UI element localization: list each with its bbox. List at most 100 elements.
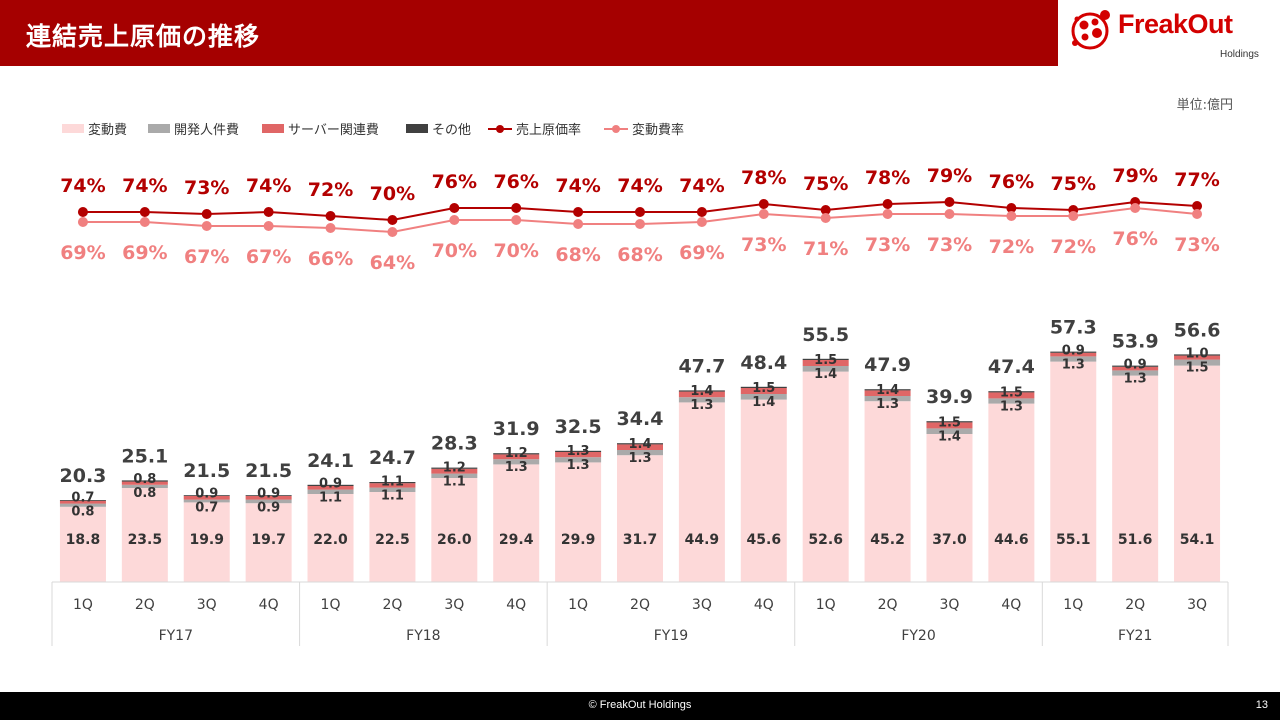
total-label: 21.5 — [183, 460, 230, 482]
bar-segment-3-5 — [369, 482, 416, 484]
bar-segment-2-2 — [183, 496, 230, 500]
line-point-4 — [635, 207, 645, 217]
legend-marker-4 — [496, 125, 504, 133]
x-tick-label: 1Q — [321, 597, 341, 613]
personnel-cost-label: 1.4 — [814, 367, 837, 382]
x-tick-label: 3Q — [197, 597, 217, 613]
line-point-4 — [449, 203, 460, 213]
server-cost-label: 0.9 — [257, 487, 280, 502]
bar-segment-2-10 — [678, 391, 725, 398]
bar-segment-3-8 — [555, 450, 602, 452]
line-point-5 — [696, 217, 707, 227]
bar-segment-0-7 — [493, 464, 540, 582]
rate-label-5: 69% — [679, 242, 724, 264]
legend-swatch-2 — [262, 124, 284, 133]
rate-label-5: 66% — [308, 248, 353, 270]
line-point-5 — [1068, 211, 1079, 221]
x-tick-label: 2Q — [1125, 597, 1145, 613]
bar-segment-1-16 — [1050, 356, 1097, 362]
line-point-4 — [511, 203, 522, 213]
bar-segment-2-3 — [245, 496, 292, 500]
bar-segment-2-0 — [59, 500, 106, 504]
bar-segment-3-11 — [740, 386, 787, 388]
total-label: 56.6 — [1174, 319, 1221, 341]
rate-label-4: 74% — [679, 175, 724, 197]
server-cost-label: 1.5 — [814, 353, 837, 368]
total-label: 39.9 — [926, 386, 973, 408]
line-point-4 — [139, 207, 150, 217]
legend-swatch-0 — [62, 124, 84, 133]
x-tick-label: 2Q — [135, 597, 155, 613]
x-tick-label: 3Q — [444, 597, 464, 613]
rate-label-4: 76% — [493, 171, 538, 193]
variable-cost-label: 26.0 — [437, 532, 472, 548]
line-point-5 — [944, 209, 955, 219]
line-point-5 — [201, 221, 212, 231]
line-point-5 — [635, 219, 645, 229]
server-cost-label: 1.4 — [628, 437, 651, 452]
variable-cost-label: 44.6 — [994, 532, 1029, 548]
bar-segment-1-0 — [59, 503, 106, 507]
bar-segment-0-5 — [369, 492, 416, 582]
bar-segment-0-13 — [864, 401, 911, 582]
personnel-cost-label: 1.3 — [505, 460, 528, 475]
bar-segment-0-11 — [740, 399, 787, 582]
bar-segment-1-12 — [802, 366, 849, 372]
x-tick-label: 1Q — [1063, 597, 1083, 613]
bar-segment-0-4 — [307, 494, 354, 582]
bar-segment-2-15 — [988, 392, 1035, 399]
rate-label-4: 77% — [1174, 169, 1219, 191]
personnel-cost-label: 1.3 — [1062, 357, 1085, 372]
bar-segment-1-10 — [678, 397, 725, 403]
bar-segment-0-12 — [802, 371, 849, 582]
bar-segment-0-18 — [1174, 365, 1221, 582]
total-label: 47.9 — [864, 354, 911, 376]
variable-cost-label: 44.9 — [685, 532, 720, 548]
variable-cost-label: 29.9 — [561, 532, 596, 548]
server-cost-label: 0.9 — [1124, 357, 1147, 372]
variable-cost-label: 31.7 — [623, 532, 658, 548]
rate-label-5: 76% — [1112, 228, 1157, 250]
group-label: FY21 — [1118, 628, 1152, 644]
server-cost-label: 1.2 — [505, 446, 528, 461]
total-label: 20.3 — [60, 465, 107, 487]
server-cost-label: 0.9 — [195, 487, 218, 502]
line-point-4 — [882, 199, 893, 209]
total-label: 48.4 — [740, 352, 787, 374]
line-point-5 — [820, 213, 831, 223]
rate-label-4: 73% — [184, 177, 229, 199]
line-point-4 — [820, 205, 831, 215]
unit-label: 単位:億円 — [1176, 98, 1233, 113]
bar-segment-2-5 — [369, 483, 416, 488]
page-number: 13 — [1255, 699, 1268, 711]
rate-label-4: 76% — [432, 171, 477, 193]
personnel-cost-label: 1.3 — [628, 451, 651, 466]
personnel-cost-label: 1.1 — [443, 475, 466, 490]
bar-segment-3-1 — [121, 480, 168, 482]
variable-cost-label: 23.5 — [128, 532, 163, 548]
personnel-cost-label: 0.8 — [133, 486, 156, 501]
line-point-4 — [1006, 203, 1017, 213]
total-label: 24.1 — [307, 450, 354, 472]
header-bar: 連結売上原価の推移 FreakOut Holdings — [0, 0, 1280, 66]
x-tick-label: 1Q — [816, 597, 836, 613]
group-label: FY17 — [159, 628, 193, 644]
personnel-cost-label: 1.5 — [1186, 361, 1209, 376]
x-tick-label: 1Q — [73, 597, 93, 613]
x-tick-label: 2Q — [382, 597, 402, 613]
line-point-5 — [387, 227, 398, 237]
rate-label-5: 64% — [370, 252, 415, 274]
rate-label-4: 74% — [122, 175, 167, 197]
legend-label-1: 開発人件費 — [174, 123, 239, 138]
server-cost-label: 0.9 — [319, 477, 342, 492]
variable-cost-label: 45.6 — [747, 532, 782, 548]
bar-segment-2-4 — [307, 486, 354, 490]
bar-segment-3-14 — [926, 421, 973, 423]
bar-segment-1-17 — [1112, 370, 1159, 376]
x-tick-label: 3Q — [692, 597, 712, 613]
bar-segment-3-6 — [431, 467, 478, 469]
server-cost-label: 0.9 — [1062, 343, 1085, 358]
x-tick-label: 3Q — [1187, 597, 1207, 613]
line-point-5 — [1130, 203, 1141, 213]
server-cost-label: 1.0 — [1186, 347, 1209, 362]
